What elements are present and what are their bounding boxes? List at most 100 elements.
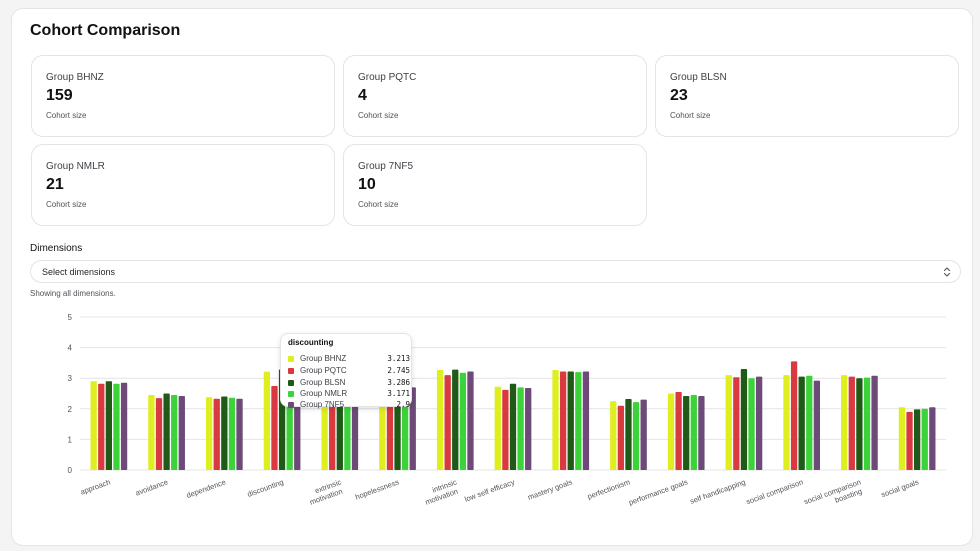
tooltip-value: 3.171 (387, 389, 410, 398)
bar (559, 371, 567, 470)
cohort-card-pqtc: Group PQTC 4 Cohort size (343, 55, 647, 137)
x-tick-label: extrinsicmotivation (305, 477, 345, 506)
bar (632, 402, 640, 470)
bar (913, 409, 921, 470)
x-tick-label: social comparisonboasting (803, 477, 866, 514)
bar (205, 397, 213, 470)
dimensions-select-placeholder: Select dimensions (42, 267, 116, 277)
tooltip-row: Group NMLR 3.171 (288, 389, 410, 400)
cohort-size-label: Cohort size (46, 111, 87, 120)
bar (725, 375, 732, 470)
y-tick-label: 5 (68, 313, 73, 322)
bar (798, 376, 805, 470)
dimensions-hint: Showing all dimensions. (30, 289, 116, 298)
x-tick-label: social comparison (745, 477, 804, 506)
bar (640, 399, 647, 470)
bar (444, 375, 451, 470)
x-tick-label-line: avoidance (134, 477, 169, 497)
x-tick-label-line: perfectionism (586, 477, 631, 501)
cohort-size-value: 23 (670, 87, 688, 104)
tooltip-swatch (288, 391, 294, 397)
tooltip-series-name: Group NMLR (300, 389, 348, 398)
bar (856, 378, 863, 470)
dimensions-select[interactable]: Select dimensions (30, 260, 961, 283)
bar (120, 382, 128, 470)
bar (783, 375, 790, 470)
x-tick-label: hopelessness (354, 477, 400, 501)
bar (155, 398, 163, 470)
tooltip-series-name: Group BHNZ (300, 354, 347, 363)
bar (610, 401, 617, 470)
bar (848, 376, 855, 470)
tooltip-series-name: Group 7NF5 (300, 400, 345, 409)
x-tick-label: approach (79, 477, 111, 496)
bar (582, 371, 590, 470)
x-tick-label: mastery goals (526, 477, 573, 502)
chevron-up-down-icon (943, 267, 951, 277)
y-tick-label: 3 (68, 374, 73, 383)
dimensions-label: Dimensions (30, 243, 83, 254)
bar (755, 376, 763, 470)
bar (525, 387, 532, 470)
bar (683, 395, 690, 470)
bar (898, 407, 906, 470)
bar (906, 411, 913, 470)
tooltip-value: 3.213 (387, 354, 410, 363)
bar (213, 398, 220, 470)
x-tick-label-line: low self efficacy (463, 477, 516, 503)
x-tick-label: discounting (246, 477, 285, 498)
cohort-size-label: Cohort size (358, 200, 399, 209)
cohort-size-value: 4 (358, 87, 367, 104)
tooltip-series-name: Group PQTC (300, 366, 347, 375)
cohort-card-nmlr: Group NMLR 21 Cohort size (31, 144, 335, 226)
bar (263, 371, 271, 470)
tooltip-series-name: Group BLSN (300, 378, 346, 387)
cohort-card-7nf5: Group 7NF5 10 Cohort size (343, 144, 647, 226)
bar (105, 381, 113, 470)
tooltip-value: 3.286 (387, 378, 410, 387)
bar (567, 371, 574, 470)
bar (552, 369, 559, 470)
bar (271, 386, 278, 470)
tooltip-value: 2.745 (387, 366, 410, 375)
x-tick-label-line: dependence (185, 477, 227, 500)
tooltip-title: discounting (288, 338, 334, 347)
x-tick-label: social goals (880, 477, 920, 499)
bar (929, 407, 936, 470)
tooltip-swatch (288, 402, 294, 408)
bar (690, 395, 697, 470)
x-tick-label: dependence (185, 477, 227, 500)
bar (148, 395, 155, 470)
bar (459, 372, 467, 470)
bar (436, 369, 444, 470)
bar (90, 381, 97, 470)
bar (163, 393, 170, 470)
y-tick-label: 4 (68, 344, 73, 353)
y-tick-label: 1 (68, 435, 73, 444)
tooltip-swatch (288, 368, 294, 374)
cohort-name: Group BHNZ (46, 72, 104, 83)
cohort-name: Group NMLR (46, 161, 105, 172)
tooltip-value: 2.9 (396, 400, 410, 409)
tooltip-swatch (288, 356, 294, 362)
bar (409, 387, 416, 470)
tooltip-row: Group PQTC 2.745 (288, 366, 410, 377)
x-tick-label: low self efficacy (463, 477, 516, 503)
y-tick-label: 0 (68, 466, 73, 475)
bar (921, 408, 928, 470)
bar (575, 372, 582, 470)
bar (171, 395, 178, 470)
cohort-size-label: Cohort size (670, 111, 711, 120)
bar (841, 375, 848, 470)
bar (813, 380, 821, 470)
x-tick-label-line: social comparison (745, 477, 804, 506)
bar (790, 361, 798, 470)
bar (467, 371, 474, 470)
cohort-size-label: Cohort size (358, 111, 399, 120)
bar (517, 387, 524, 470)
bar (617, 405, 625, 470)
bar (236, 398, 243, 470)
cohort-card-bhnz: Group BHNZ 159 Cohort size (31, 55, 335, 137)
x-tick-label-line: social goals (880, 477, 920, 499)
